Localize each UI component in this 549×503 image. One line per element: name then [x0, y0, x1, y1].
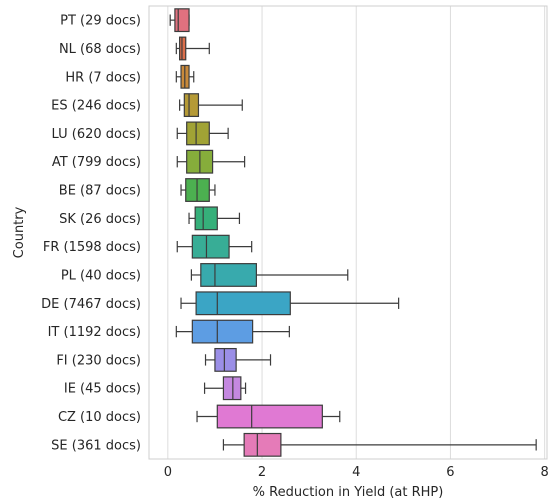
y-tick-label: PL (40 docs) — [61, 268, 141, 283]
box-1 — [175, 36, 210, 61]
y-tick-label: DE (7467 docs) — [41, 297, 141, 312]
y-tick-label: IE (45 docs) — [64, 382, 141, 397]
y-tick-label: HR (7 docs) — [65, 70, 141, 85]
box-iqr — [174, 8, 190, 33]
box-0 — [169, 8, 190, 33]
y-tick-label: AT (799 docs) — [52, 155, 141, 170]
box-9 — [190, 263, 349, 287]
y-tick-label: ES (246 docs) — [51, 99, 141, 114]
x-axis-title: % Reduction in Yield (at RHP) — [253, 485, 444, 500]
y-tick-label: NL (68 docs) — [59, 42, 141, 57]
box-4 — [176, 121, 229, 146]
box-iqr — [200, 263, 257, 287]
y-tick-label: PT (29 docs) — [60, 14, 141, 29]
box-14 — [196, 404, 341, 429]
box-iqr — [191, 234, 230, 259]
y-tick-label: CZ (10 docs) — [58, 410, 141, 425]
y-tick-label: FI (230 docs) — [56, 353, 141, 368]
box-2 — [175, 64, 195, 89]
box-iqr — [183, 93, 200, 118]
box-5 — [176, 149, 246, 174]
box-iqr — [222, 376, 242, 401]
x-tick-labels: 0 2 4 6 8 — [164, 465, 549, 480]
x-tick-label: 4 — [352, 465, 360, 480]
box-iqr — [186, 121, 210, 146]
y-tick-label: FR (1598 docs) — [43, 240, 141, 255]
box-8 — [176, 234, 253, 259]
y-tick-label: SK (26 docs) — [59, 212, 141, 227]
box-11 — [175, 319, 290, 344]
x-tick-label: 8 — [541, 465, 549, 480]
box-12 — [204, 347, 272, 372]
box-iqr — [191, 319, 254, 344]
box-iqr — [194, 206, 218, 231]
y-tick-label: BE (87 docs) — [59, 184, 141, 199]
y-tick-label: IT (1192 docs) — [48, 325, 141, 340]
box-13 — [203, 376, 247, 401]
plot-frame — [148, 5, 548, 460]
grid — [167, 6, 546, 459]
box-iqr — [179, 36, 187, 61]
box-3 — [179, 93, 243, 118]
y-tick-label: LU (620 docs) — [52, 127, 141, 142]
box-iqr — [243, 432, 282, 457]
y-tick-label: SE (361 docs) — [51, 438, 141, 453]
box-7 — [188, 206, 241, 231]
y-axis-title: Country — [12, 206, 27, 258]
x-tick-label: 0 — [164, 465, 172, 480]
box-6 — [180, 178, 216, 202]
box-10 — [180, 291, 400, 316]
box-iqr — [195, 291, 291, 316]
box-iqr — [216, 404, 323, 429]
box-15 — [222, 432, 537, 457]
y-tick-labels: PT (29 docs) NL (68 docs) HR (7 docs) ES (2… — [41, 14, 141, 454]
x-tick-label: 6 — [446, 465, 454, 480]
x-tick-label: 2 — [258, 465, 266, 480]
boxes — [169, 8, 537, 457]
box-iqr — [214, 347, 237, 372]
